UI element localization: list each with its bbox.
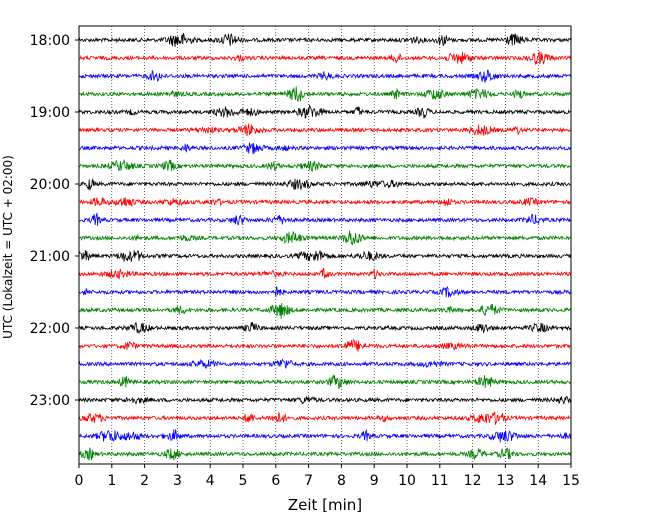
trace-2230 [78,358,571,369]
x-tick-label: 5 [239,473,248,489]
trace-2215 [78,339,571,352]
y-tick-label: 21:00 [30,249,70,265]
x-tick-label: 1 [107,473,116,489]
trace-1845 [78,86,571,103]
trace-2100 [78,250,571,262]
x-tick-label: 6 [271,473,280,489]
x-tick-label: 4 [206,473,215,489]
trace-2200 [78,321,571,335]
trace-2045 [78,230,571,245]
y-tick-label: 19:00 [30,105,70,121]
trace-1830 [78,69,571,83]
grid-lines [111,26,539,464]
y-axis-label: UTC (Lokalzeit = UTC + 02:00) [1,155,15,339]
y-tick-label: 18:00 [30,33,70,49]
seismic-traces [78,33,571,461]
x-tick-label: 9 [370,473,379,489]
trace-1815 [78,51,571,66]
trace-2015 [78,196,571,207]
y-tick-label: 22:00 [30,321,70,337]
x-tick-label: 11 [431,473,449,489]
trace-2000 [78,178,571,191]
trace-2345 [78,447,571,461]
x-tick-label: 12 [464,473,482,489]
plot-frame [78,25,572,465]
trace-1945 [78,158,571,172]
trace-2115 [78,267,571,280]
x-tick-label: 3 [173,473,182,489]
trace-1915 [78,123,571,137]
trace-1930 [78,142,571,155]
y-axis-ticks: 18:00 19:00 20:00 21:00 22:00 23:00 [30,33,79,409]
trace-2145 [78,302,571,319]
x-axis-label: Zeit [min] [288,496,362,514]
plot-background [79,26,571,464]
x-tick-label: 7 [304,473,313,489]
x-tick-label: 14 [529,473,547,489]
trace-2315 [78,411,571,425]
trace-2030 [78,212,571,226]
trace-1900 [78,104,571,119]
trace-1800 [78,33,571,47]
y-tick-label: 23:00 [30,393,70,409]
x-tick-label: 10 [398,473,416,489]
x-axis-ticks: 0 1 2 3 4 5 6 7 8 9 10 11 12 13 14 15 [75,464,580,489]
x-tick-label: 2 [140,473,149,489]
trace-2300 [78,395,571,406]
x-tick-label: 15 [562,473,580,489]
trace-2330 [78,428,571,443]
trace-2130 [78,285,571,298]
x-tick-label: 0 [75,473,84,489]
trace-2245 [78,374,571,390]
y-tick-label: 20:00 [30,177,70,193]
x-tick-label: 13 [496,473,514,489]
x-tick-label: 8 [337,473,346,489]
